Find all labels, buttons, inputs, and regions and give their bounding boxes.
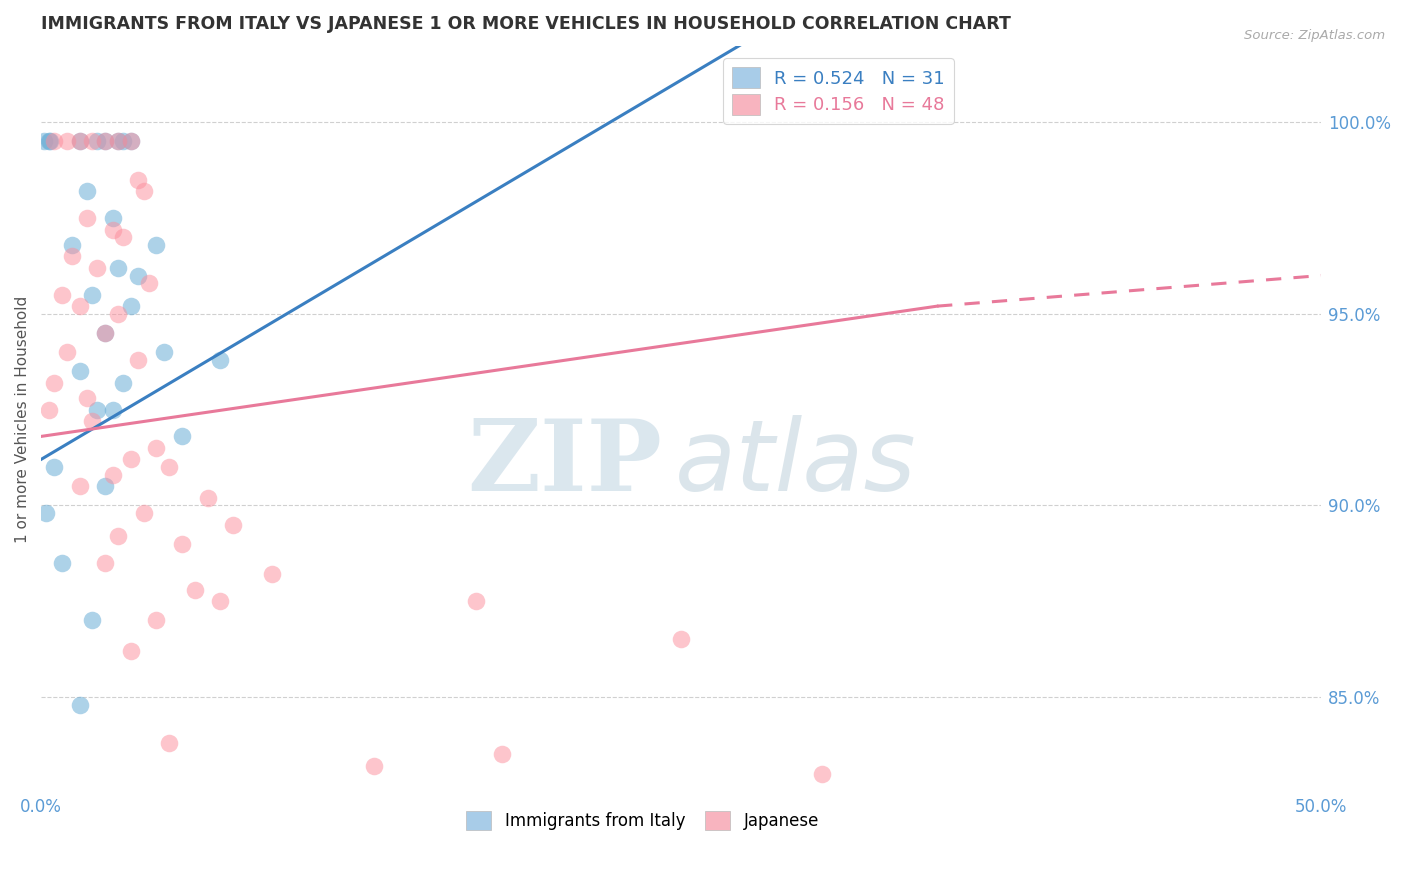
Point — [94, 326, 117, 340]
Point — [60, 238, 83, 252]
Point — [86, 135, 108, 149]
Text: atlas: atlas — [675, 416, 917, 513]
Point — [94, 556, 117, 570]
Point — [69, 698, 91, 712]
Point — [127, 173, 149, 187]
Point — [82, 287, 104, 301]
Point — [107, 260, 129, 275]
Point — [112, 135, 135, 149]
Point — [157, 460, 180, 475]
Text: Source: ZipAtlas.com: Source: ZipAtlas.com — [1244, 29, 1385, 42]
Point — [465, 594, 488, 608]
Point — [82, 414, 104, 428]
Point — [145, 238, 167, 252]
Point — [86, 402, 108, 417]
Point — [60, 249, 83, 263]
Point — [120, 452, 142, 467]
Point — [42, 135, 65, 149]
Point — [107, 307, 129, 321]
Point — [35, 851, 58, 865]
Point — [197, 491, 219, 505]
Point — [170, 536, 193, 550]
Point — [69, 364, 91, 378]
Point — [94, 135, 117, 149]
Point — [138, 276, 160, 290]
Point — [120, 135, 142, 149]
Point — [669, 632, 692, 647]
Point — [145, 613, 167, 627]
Point — [101, 222, 124, 236]
Text: ZIP: ZIP — [467, 416, 662, 513]
Point — [51, 287, 73, 301]
Point — [82, 613, 104, 627]
Point — [183, 582, 205, 597]
Point — [82, 135, 104, 149]
Point — [94, 479, 117, 493]
Point — [38, 135, 60, 149]
Point — [69, 135, 91, 149]
Point — [363, 759, 385, 773]
Point — [35, 506, 58, 520]
Point — [157, 736, 180, 750]
Point — [127, 268, 149, 283]
Point — [209, 594, 232, 608]
Point — [112, 230, 135, 244]
Point — [69, 299, 91, 313]
Point — [42, 460, 65, 475]
Point — [69, 135, 91, 149]
Point — [170, 429, 193, 443]
Point — [51, 556, 73, 570]
Point — [94, 326, 117, 340]
Point — [101, 467, 124, 482]
Point — [76, 184, 98, 198]
Point — [209, 352, 232, 367]
Point — [811, 766, 834, 780]
Point — [76, 211, 98, 225]
Point — [55, 135, 77, 149]
Point — [107, 529, 129, 543]
Point — [120, 299, 142, 313]
Point — [107, 135, 129, 149]
Point — [260, 567, 283, 582]
Text: IMMIGRANTS FROM ITALY VS JAPANESE 1 OR MORE VEHICLES IN HOUSEHOLD CORRELATION CH: IMMIGRANTS FROM ITALY VS JAPANESE 1 OR M… — [41, 15, 1011, 33]
Point — [42, 376, 65, 390]
Point — [145, 441, 167, 455]
Point — [132, 184, 155, 198]
Point — [86, 260, 108, 275]
Point — [153, 345, 176, 359]
Point — [69, 479, 91, 493]
Point — [127, 352, 149, 367]
Point — [112, 376, 135, 390]
Point — [94, 135, 117, 149]
Legend: Immigrants from Italy, Japanese: Immigrants from Italy, Japanese — [460, 804, 825, 837]
Point — [76, 391, 98, 405]
Point — [107, 135, 129, 149]
Point — [101, 211, 124, 225]
Point — [38, 402, 60, 417]
Point — [222, 517, 245, 532]
Y-axis label: 1 or more Vehicles in Household: 1 or more Vehicles in Household — [15, 295, 30, 543]
Point — [120, 644, 142, 658]
Point — [491, 747, 513, 762]
Point — [55, 345, 77, 359]
Point — [132, 506, 155, 520]
Point — [39, 135, 62, 149]
Point — [32, 135, 55, 149]
Point — [120, 135, 142, 149]
Point — [101, 402, 124, 417]
